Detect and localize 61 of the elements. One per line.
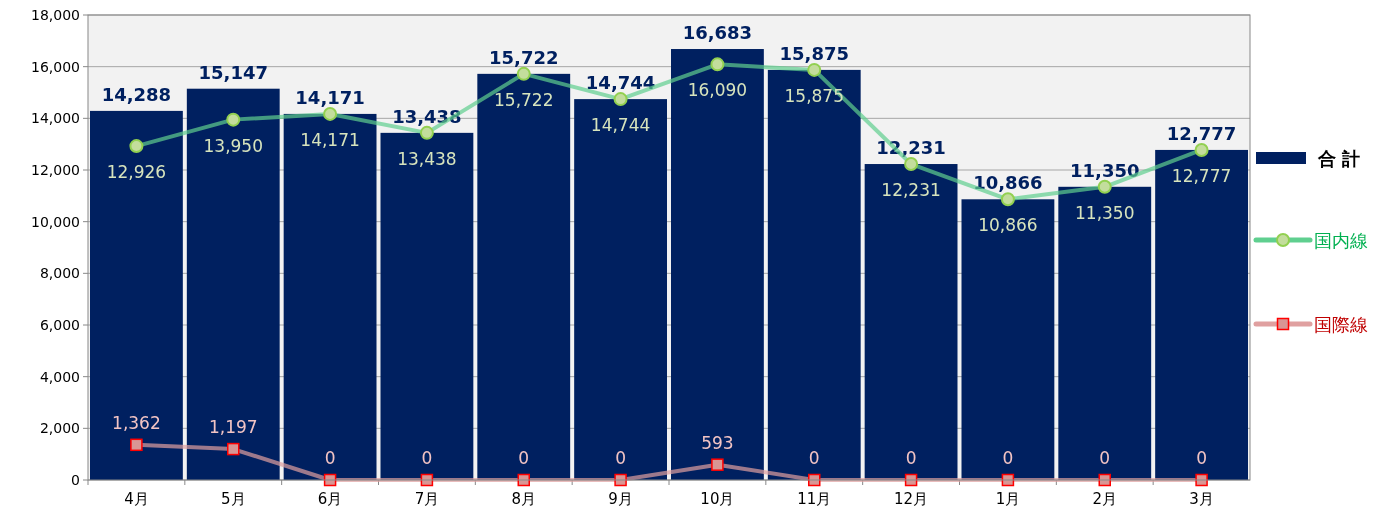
x-tick-label: 3月 xyxy=(1189,490,1214,508)
y-tick-label: 14,000 xyxy=(31,110,80,127)
data-label: 15,875 xyxy=(784,85,844,106)
data-label: 0 xyxy=(905,448,917,468)
legend-label: 国内線 xyxy=(1314,230,1368,251)
data-label: 13,438 xyxy=(397,148,457,169)
x-tick-label: 4月 xyxy=(124,490,149,508)
data-label: 15,722 xyxy=(494,89,554,110)
data-label: 11,350 xyxy=(1070,159,1140,181)
data-label: 15,147 xyxy=(198,61,268,83)
data-label: 15,875 xyxy=(779,42,849,64)
x-tick-label: 9月 xyxy=(608,490,633,508)
y-tick-label: 8,000 xyxy=(39,265,80,282)
y-tick-label: 4,000 xyxy=(39,368,80,385)
y-tick-label: 12,000 xyxy=(31,162,80,178)
data-label: 1,197 xyxy=(208,417,258,438)
legend-label: 国際線 xyxy=(1314,314,1368,335)
x-tick-label: 1月 xyxy=(995,490,1021,508)
data-label: 13,950 xyxy=(203,135,263,156)
data-label: 0 xyxy=(615,448,626,468)
data-label: 0 xyxy=(324,448,336,468)
y-tick-label: 16,000 xyxy=(31,58,80,75)
data-label: 14,288 xyxy=(101,83,172,105)
data-label: 12,231 xyxy=(876,137,946,159)
data-label: 15,722 xyxy=(489,46,559,68)
data-label: 12,777 xyxy=(1171,165,1232,186)
data-label: 12,926 xyxy=(106,162,167,183)
data-label: 14,744 xyxy=(585,72,656,94)
x-tick-label: 12月 xyxy=(894,490,929,508)
data-label: 11,350 xyxy=(1075,202,1135,223)
y-tick-label: 10,000 xyxy=(31,213,80,230)
x-tick-label: 10月 xyxy=(700,490,735,508)
data-label: 14,171 xyxy=(295,86,365,108)
data-label: 1,362 xyxy=(112,412,161,433)
x-tick-label: 8月 xyxy=(511,490,537,508)
data-label: 14,744 xyxy=(590,115,651,136)
data-label: 16,090 xyxy=(687,80,748,101)
data-label: 0 xyxy=(1002,448,1014,468)
data-label: 14,171 xyxy=(300,129,360,150)
data-label: 0 xyxy=(808,448,820,468)
data-label: 0 xyxy=(1196,448,1207,468)
data-label: 0 xyxy=(421,448,433,468)
y-tick-label: 0 xyxy=(71,472,80,488)
data-label: 12,777 xyxy=(1166,122,1237,144)
x-tick-label: 7月 xyxy=(414,490,440,508)
x-tick-label: 6月 xyxy=(317,490,343,508)
x-tick-label: 11月 xyxy=(797,490,832,508)
x-tick-label: 2月 xyxy=(1092,490,1118,508)
y-tick-label: 18,000 xyxy=(31,7,80,23)
data-label: 16,683 xyxy=(682,22,753,44)
data-label: 0 xyxy=(518,448,530,468)
x-tick-label: 5月 xyxy=(220,490,246,508)
legend-label: 合 計 xyxy=(1317,148,1361,169)
data-label: 10,866 xyxy=(978,215,1038,236)
y-tick-label: 6,000 xyxy=(39,317,80,333)
data-label: 0 xyxy=(1099,448,1111,468)
data-label: 12,231 xyxy=(881,180,941,201)
data-label: 13,438 xyxy=(392,105,462,127)
data-label: 10,866 xyxy=(973,172,1043,194)
y-tick-label: 2,000 xyxy=(39,420,80,437)
data-label: 593 xyxy=(701,432,734,453)
